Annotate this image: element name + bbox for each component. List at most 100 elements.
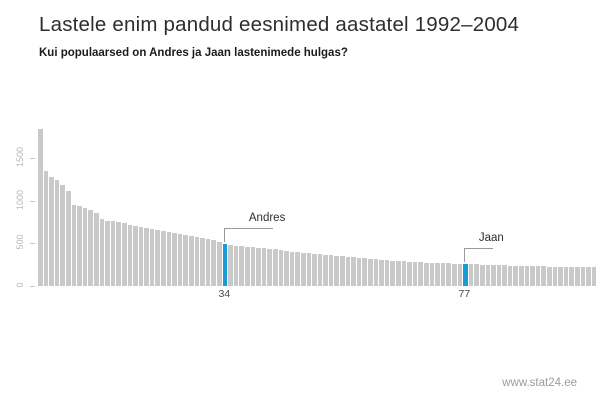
annotation-jaan: Jaan	[478, 232, 504, 245]
bar	[93, 213, 99, 286]
bar	[569, 266, 574, 286]
bar	[435, 263, 440, 286]
bar	[166, 231, 172, 286]
bar	[401, 261, 407, 286]
rank-label-jaan: 77	[458, 288, 471, 300]
source-link: www.stat24.ee	[502, 377, 577, 389]
plot-area	[38, 120, 597, 286]
bar	[43, 170, 49, 286]
bar	[144, 227, 149, 286]
bar	[575, 266, 580, 286]
y-tick-mark	[30, 285, 35, 287]
leader-line-andres	[223, 227, 273, 229]
bar	[580, 267, 586, 286]
bar	[379, 259, 384, 286]
annotation-andres: Andres	[248, 212, 286, 225]
bar	[267, 248, 272, 286]
bar	[429, 262, 435, 286]
bar	[351, 257, 356, 286]
bar	[71, 204, 77, 286]
bar	[524, 266, 530, 286]
bar	[491, 264, 496, 286]
bar	[205, 238, 211, 286]
bar	[211, 240, 216, 286]
y-tick-label: 1500	[15, 147, 25, 168]
y-tick-mark	[30, 158, 35, 160]
bar	[110, 220, 116, 286]
bar	[496, 265, 502, 286]
bar	[250, 247, 256, 286]
bar	[541, 266, 547, 286]
bar	[390, 260, 395, 286]
bar	[312, 253, 317, 286]
bar	[535, 266, 541, 286]
bar	[233, 245, 239, 286]
bar-jaan	[463, 264, 468, 286]
bar	[485, 264, 491, 286]
bar	[591, 267, 597, 286]
bar	[272, 249, 278, 286]
bar	[127, 224, 133, 286]
bar	[54, 180, 60, 286]
bar	[368, 258, 373, 286]
y-tick-label: 0	[15, 282, 25, 288]
bar	[133, 225, 138, 286]
bar	[558, 266, 563, 286]
bar	[105, 220, 110, 286]
bar	[65, 190, 71, 286]
bar-andres	[222, 244, 228, 286]
bar	[60, 185, 65, 286]
bar	[88, 210, 93, 286]
bar	[261, 248, 267, 286]
chart-title: Lastele enim pandud eesnimed aastatel 19…	[39, 13, 520, 36]
bar	[194, 236, 200, 286]
bar	[138, 226, 144, 286]
bar	[239, 246, 244, 286]
bar	[356, 257, 362, 286]
leader-line-jaan	[463, 247, 465, 262]
bar	[217, 242, 222, 286]
bar	[189, 235, 194, 286]
bar	[451, 263, 457, 286]
bar	[502, 265, 507, 286]
bar	[519, 265, 524, 286]
bar	[563, 266, 569, 286]
chart-subtitle: Kui populaarsed on Andres ja Jaan lasten…	[39, 47, 348, 59]
bar	[446, 263, 451, 286]
bar	[172, 232, 177, 286]
bar	[479, 264, 485, 286]
bar	[306, 253, 312, 286]
bar	[200, 237, 205, 286]
bar	[121, 223, 127, 286]
y-tick-label: 1000	[15, 189, 25, 210]
bar	[328, 255, 334, 286]
bar	[99, 218, 105, 286]
bar	[586, 267, 591, 286]
bar	[457, 263, 463, 286]
leader-line-jaan	[463, 247, 493, 249]
bar	[82, 207, 88, 286]
bar	[323, 254, 328, 286]
y-tick-label: 500	[15, 234, 25, 250]
bar	[256, 247, 261, 286]
bar	[373, 259, 379, 286]
bar	[474, 264, 479, 286]
bar	[552, 266, 558, 286]
bar	[289, 251, 295, 286]
bar	[407, 261, 412, 286]
bar	[547, 266, 552, 286]
bar	[513, 265, 519, 286]
bar	[295, 252, 300, 286]
bar	[384, 260, 390, 286]
leader-line-andres	[223, 227, 225, 242]
bar	[340, 256, 345, 286]
bar	[49, 177, 54, 286]
bar	[155, 229, 161, 286]
bar	[418, 262, 423, 286]
bar	[228, 245, 233, 286]
bar	[423, 262, 429, 286]
bar	[77, 205, 82, 286]
y-tick-mark	[30, 200, 35, 202]
bar	[284, 250, 289, 286]
